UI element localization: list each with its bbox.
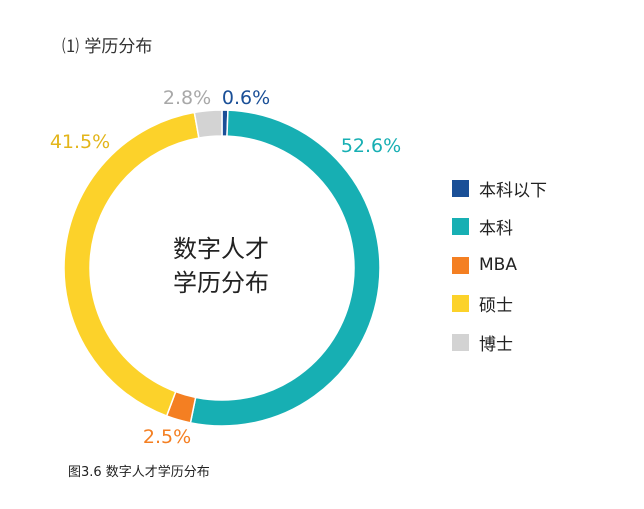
legend-swatch: [452, 333, 469, 351]
donut-slices: [63, 109, 381, 427]
legend-label: 硕士: [479, 296, 513, 316]
legend-label: MBA: [479, 255, 517, 275]
legend-swatch: [452, 179, 469, 197]
slice-label-mba: 2.5%: [143, 426, 191, 448]
legend: 本科以下 本科 MBA 硕士 博士: [452, 178, 547, 371]
legend-item-below-bachelor: 本科以下: [452, 178, 547, 201]
legend-label: 本科: [479, 219, 513, 239]
figure-caption: 图3.6 数字人才学历分布: [68, 465, 210, 480]
legend-item-master: 硕士: [452, 294, 547, 316]
legend-swatch: [452, 218, 469, 235]
donut-slice-master: [63, 111, 200, 417]
legend-item-bachelor: 本科: [452, 217, 547, 239]
chart-subtitle: ⑴ 学历分布: [62, 37, 153, 57]
slice-labels: 0.6% 52.6% 2.5% 41.5% 2.8%: [50, 87, 401, 448]
legend-item-doctor: 博士: [452, 332, 547, 355]
slice-label-master: 41.5%: [50, 131, 110, 153]
legend-item-mba: MBA: [452, 255, 547, 275]
slice-label-bachelor: 52.6%: [341, 135, 401, 157]
legend-swatch: [452, 256, 469, 274]
legend-label: 本科以下: [479, 180, 547, 201]
donut-slice-doctor: [193, 109, 223, 139]
center-label-line-2: 学历分布: [173, 269, 269, 297]
legend-label: 博士: [479, 334, 513, 355]
slice-label-doctor: 2.8%: [163, 87, 211, 109]
center-label-line-1: 数字人才: [173, 235, 269, 263]
legend-swatch: [452, 295, 469, 312]
slice-label-below-bachelor: 0.6%: [222, 87, 270, 109]
